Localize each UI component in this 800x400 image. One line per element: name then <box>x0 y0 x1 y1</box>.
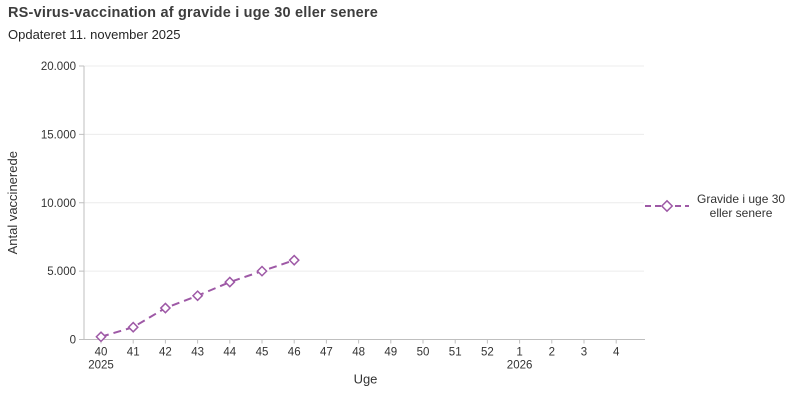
legend-label-line1: Gravide i uge 30 <box>697 192 786 206</box>
x-tick-label: 41 <box>127 347 140 359</box>
x-axis-title: Uge <box>354 372 378 387</box>
x-tick-label: 45 <box>256 347 269 359</box>
legend-item-gravide[interactable]: Gravide i uge 30 eller senere <box>644 192 785 220</box>
data-point[interactable] <box>127 321 139 333</box>
x-tick-label: 49 <box>384 347 397 359</box>
data-point[interactable] <box>256 265 268 277</box>
x-tick-label: 44 <box>223 347 236 359</box>
year-label: 2026 <box>507 360 533 372</box>
x-tick-label: 51 <box>449 347 462 359</box>
data-point[interactable] <box>191 290 204 302</box>
chart-title: RS-virus-vaccination af gravide i uge 30… <box>8 5 379 21</box>
y-tick-label: 10.000 <box>41 198 76 210</box>
data-point[interactable] <box>224 276 236 288</box>
data-point[interactable] <box>95 331 107 343</box>
legend-line-marker-icon <box>645 199 689 213</box>
x-tick-label: 40 <box>95 347 108 359</box>
chart-subtitle: Opdateret 11. november 2025 <box>8 27 181 42</box>
data-point[interactable] <box>288 254 300 266</box>
y-tick-label: 5.000 <box>47 266 76 278</box>
y-tick-label: 15.000 <box>41 129 76 141</box>
legend-label: Gravide i uge 30 eller senere <box>697 192 785 220</box>
x-tick-label: 4 <box>613 347 620 359</box>
legend-label-line2: eller senere <box>709 206 773 220</box>
x-tick-label: 43 <box>191 347 204 359</box>
x-tick-label: 42 <box>159 347 172 359</box>
x-tick-label: 48 <box>352 347 365 359</box>
x-tick-label: 50 <box>417 347 430 359</box>
x-tick-label: 52 <box>481 347 494 359</box>
x-tick-label: 1 <box>516 347 522 359</box>
year-label: 2025 <box>88 360 114 372</box>
x-tick-label: 46 <box>288 347 301 359</box>
x-tick-label: 3 <box>581 347 587 359</box>
y-tick-label: 20.000 <box>41 61 76 73</box>
x-tick-label: 2 <box>549 347 555 359</box>
x-tick-label: 47 <box>320 347 333 359</box>
data-point[interactable] <box>159 302 172 314</box>
y-axis-title: Antal vaccinerede <box>5 151 20 254</box>
y-tick-label: 0 <box>70 335 76 347</box>
